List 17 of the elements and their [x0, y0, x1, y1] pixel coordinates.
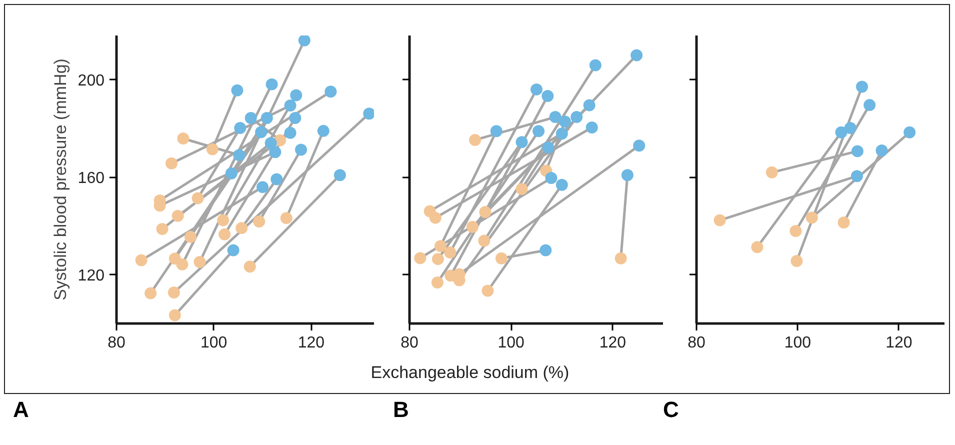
x-tick-label: 100 — [200, 334, 228, 352]
x-tick-label: 80 — [688, 334, 706, 352]
x-tick-label: 100 — [498, 334, 525, 352]
y-axis-title: Systolic blood pressure (mmHg) — [50, 58, 70, 300]
x-tick-label: 120 — [298, 334, 325, 352]
text: C — [663, 396, 679, 424]
x-axis-title: Exchangeable sodium (%) — [370, 362, 570, 384]
y-tick-label: 200 — [78, 72, 105, 90]
x-tick-label: 100 — [784, 334, 812, 352]
x-tick-label: 80 — [400, 334, 418, 352]
text: A — [13, 396, 29, 424]
y-tick-label: 120 — [78, 268, 105, 285]
x-tick-label: 120 — [886, 334, 912, 352]
x-tick-label: 120 — [599, 334, 626, 352]
y-tick-label: 160 — [78, 170, 105, 188]
x-tick-label: 80 — [108, 334, 126, 352]
text: B — [393, 396, 409, 424]
